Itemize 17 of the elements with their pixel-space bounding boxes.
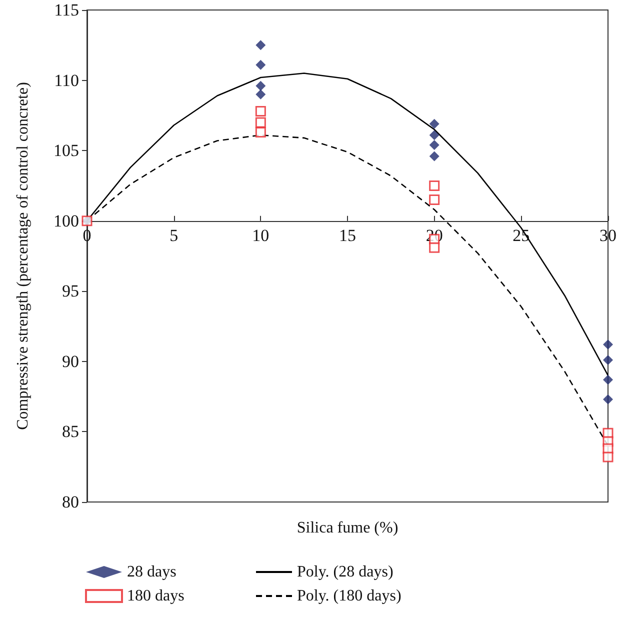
legend-label: Poly. (28 days) [297,564,394,580]
y-tick-label: 85 [62,422,79,442]
x-tick-label: 10 [252,226,270,245]
x-tick-label: 5 [170,226,178,245]
x-axis-title: Silica fume (%) [296,520,398,536]
y-tick-label: 100 [54,211,79,230]
y-tick-label: 90 [62,352,79,371]
y-tick-label: 115 [54,0,79,20]
y-tick-label: 105 [54,141,79,160]
y-tick-label: 80 [62,492,79,512]
y-tick-label: 110 [54,70,79,90]
legend-label: Poly. (180 days) [297,588,402,604]
legend-label: 28 days [127,564,176,580]
x-tick-label: 15 [339,226,356,245]
y-tick-label: 95 [62,282,79,301]
y-axis-title: Compressive strength (percentage of control concrete) [14,82,32,430]
legend-label: 180 days [127,588,184,604]
